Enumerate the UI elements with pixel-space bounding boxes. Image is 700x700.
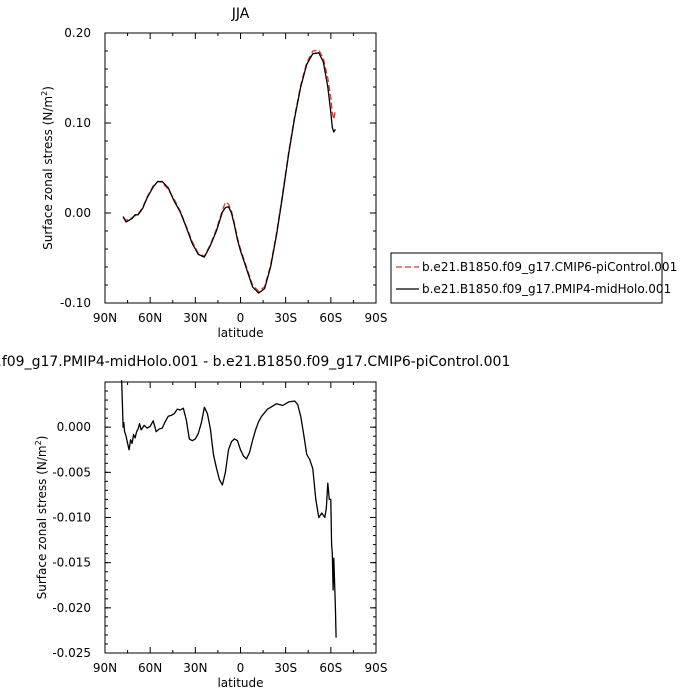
x-tick-label: 90N <box>93 311 117 325</box>
legend-label-0: b.e21.B1850.f09_g17.CMIP6-piControl.001 <box>422 260 677 274</box>
x-tick-label: 60N <box>138 311 162 325</box>
x-axis-label: latitude <box>217 676 263 690</box>
bottom-chart: 850.f09_g17.PMIP4-midHolo.001 - b.e21.B1… <box>0 354 510 690</box>
y-tick-label: -0.015 <box>52 556 91 570</box>
y-axis-label: Surface zonal stress (N/m2) <box>34 436 49 600</box>
y-tick-label: -0.10 <box>60 296 91 310</box>
chart-title: 850.f09_g17.PMIP4-midHolo.001 - b.e21.B1… <box>0 354 510 370</box>
x-axis-label: latitude <box>217 326 263 340</box>
y-axis-label-superscript: 2 <box>40 91 49 96</box>
legend-box <box>390 252 663 304</box>
y-tick-label: 0.20 <box>64 26 91 40</box>
y-axis-label-text: Surface zonal stress (N/m <box>35 445 49 599</box>
series-line-0 <box>120 380 337 638</box>
y-axis-label-close: ) <box>41 86 55 91</box>
top-chart: JJA 90N 60N 30N 0 30S 60S 90S -0.10 0.00 0.10 0.20 l… <box>40 6 677 340</box>
legend-label-1: b.e21.B1850.f09_g17.PMIP4-midHolo.001 <box>422 282 671 296</box>
series-line-1 <box>122 52 336 294</box>
x-tick-label: 90S <box>365 661 388 675</box>
y-axis-label-close: ) <box>35 436 49 441</box>
x-tick-label: 60N <box>138 661 162 675</box>
y-tick-label: -0.005 <box>52 465 91 479</box>
x-tick-label: 0 <box>237 661 245 675</box>
y-axis-label-text: Surface zonal stress (N/m <box>41 96 55 250</box>
y-tick-label: 0.000 <box>57 420 91 434</box>
x-tick-label: 90S <box>365 311 388 325</box>
y-tick-label: 0.10 <box>64 116 91 130</box>
x-tick-label: 30S <box>274 311 297 325</box>
x-tick-label: 90N <box>93 661 117 675</box>
y-tick-label: -0.010 <box>52 511 91 525</box>
x-tick-label: 60S <box>319 311 342 325</box>
y-axis-label-superscript: 2 <box>34 440 43 445</box>
y-tick-label: 0.00 <box>64 206 91 220</box>
x-tick-label: 0 <box>237 311 245 325</box>
series-line-0 <box>122 49 337 292</box>
x-tick-label: 60S <box>319 661 342 675</box>
y-tick-label: -0.020 <box>52 601 91 615</box>
x-tick-label: 30S <box>274 661 297 675</box>
chart-title: JJA <box>231 6 250 22</box>
plot-frame <box>104 32 377 304</box>
y-axis-label: Surface zonal stress (N/m2) <box>40 86 55 250</box>
y-tick-label: -0.025 <box>52 646 91 660</box>
x-tick-label: 30N <box>183 661 207 675</box>
x-tick-label: 30N <box>183 311 207 325</box>
